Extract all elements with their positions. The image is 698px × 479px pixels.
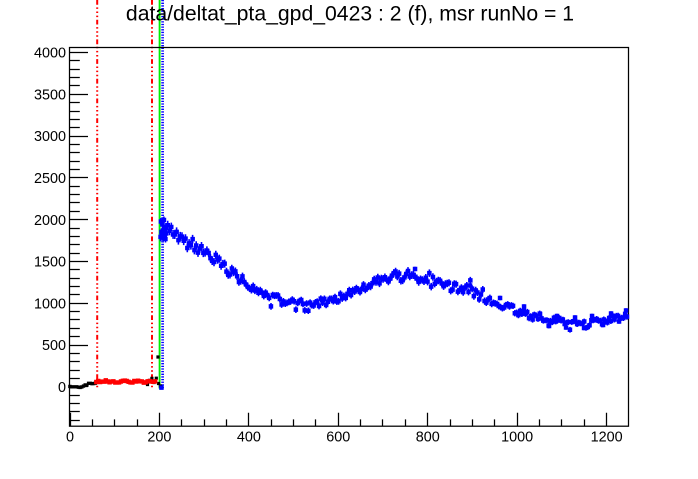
- svg-text:2500: 2500: [34, 171, 66, 187]
- svg-text:4000: 4000: [34, 46, 66, 62]
- svg-text:1000: 1000: [501, 429, 533, 445]
- svg-text:3500: 3500: [34, 87, 66, 103]
- svg-text:200: 200: [147, 429, 171, 445]
- svg-text:500: 500: [42, 338, 66, 354]
- svg-text:1500: 1500: [34, 255, 66, 271]
- svg-text:1000: 1000: [34, 296, 66, 312]
- svg-text:0: 0: [66, 429, 74, 445]
- svg-text:400: 400: [237, 429, 261, 445]
- svg-text:600: 600: [326, 429, 350, 445]
- svg-text:3000: 3000: [34, 129, 66, 145]
- svg-text:2000: 2000: [34, 213, 66, 229]
- svg-text:data/deltat_pta_gpd_0423 : 2 (: data/deltat_pta_gpd_0423 : 2 (f), msr ru…: [126, 3, 574, 26]
- svg-text:800: 800: [416, 429, 440, 445]
- svg-text:0: 0: [58, 380, 66, 396]
- svg-text:1200: 1200: [591, 429, 623, 445]
